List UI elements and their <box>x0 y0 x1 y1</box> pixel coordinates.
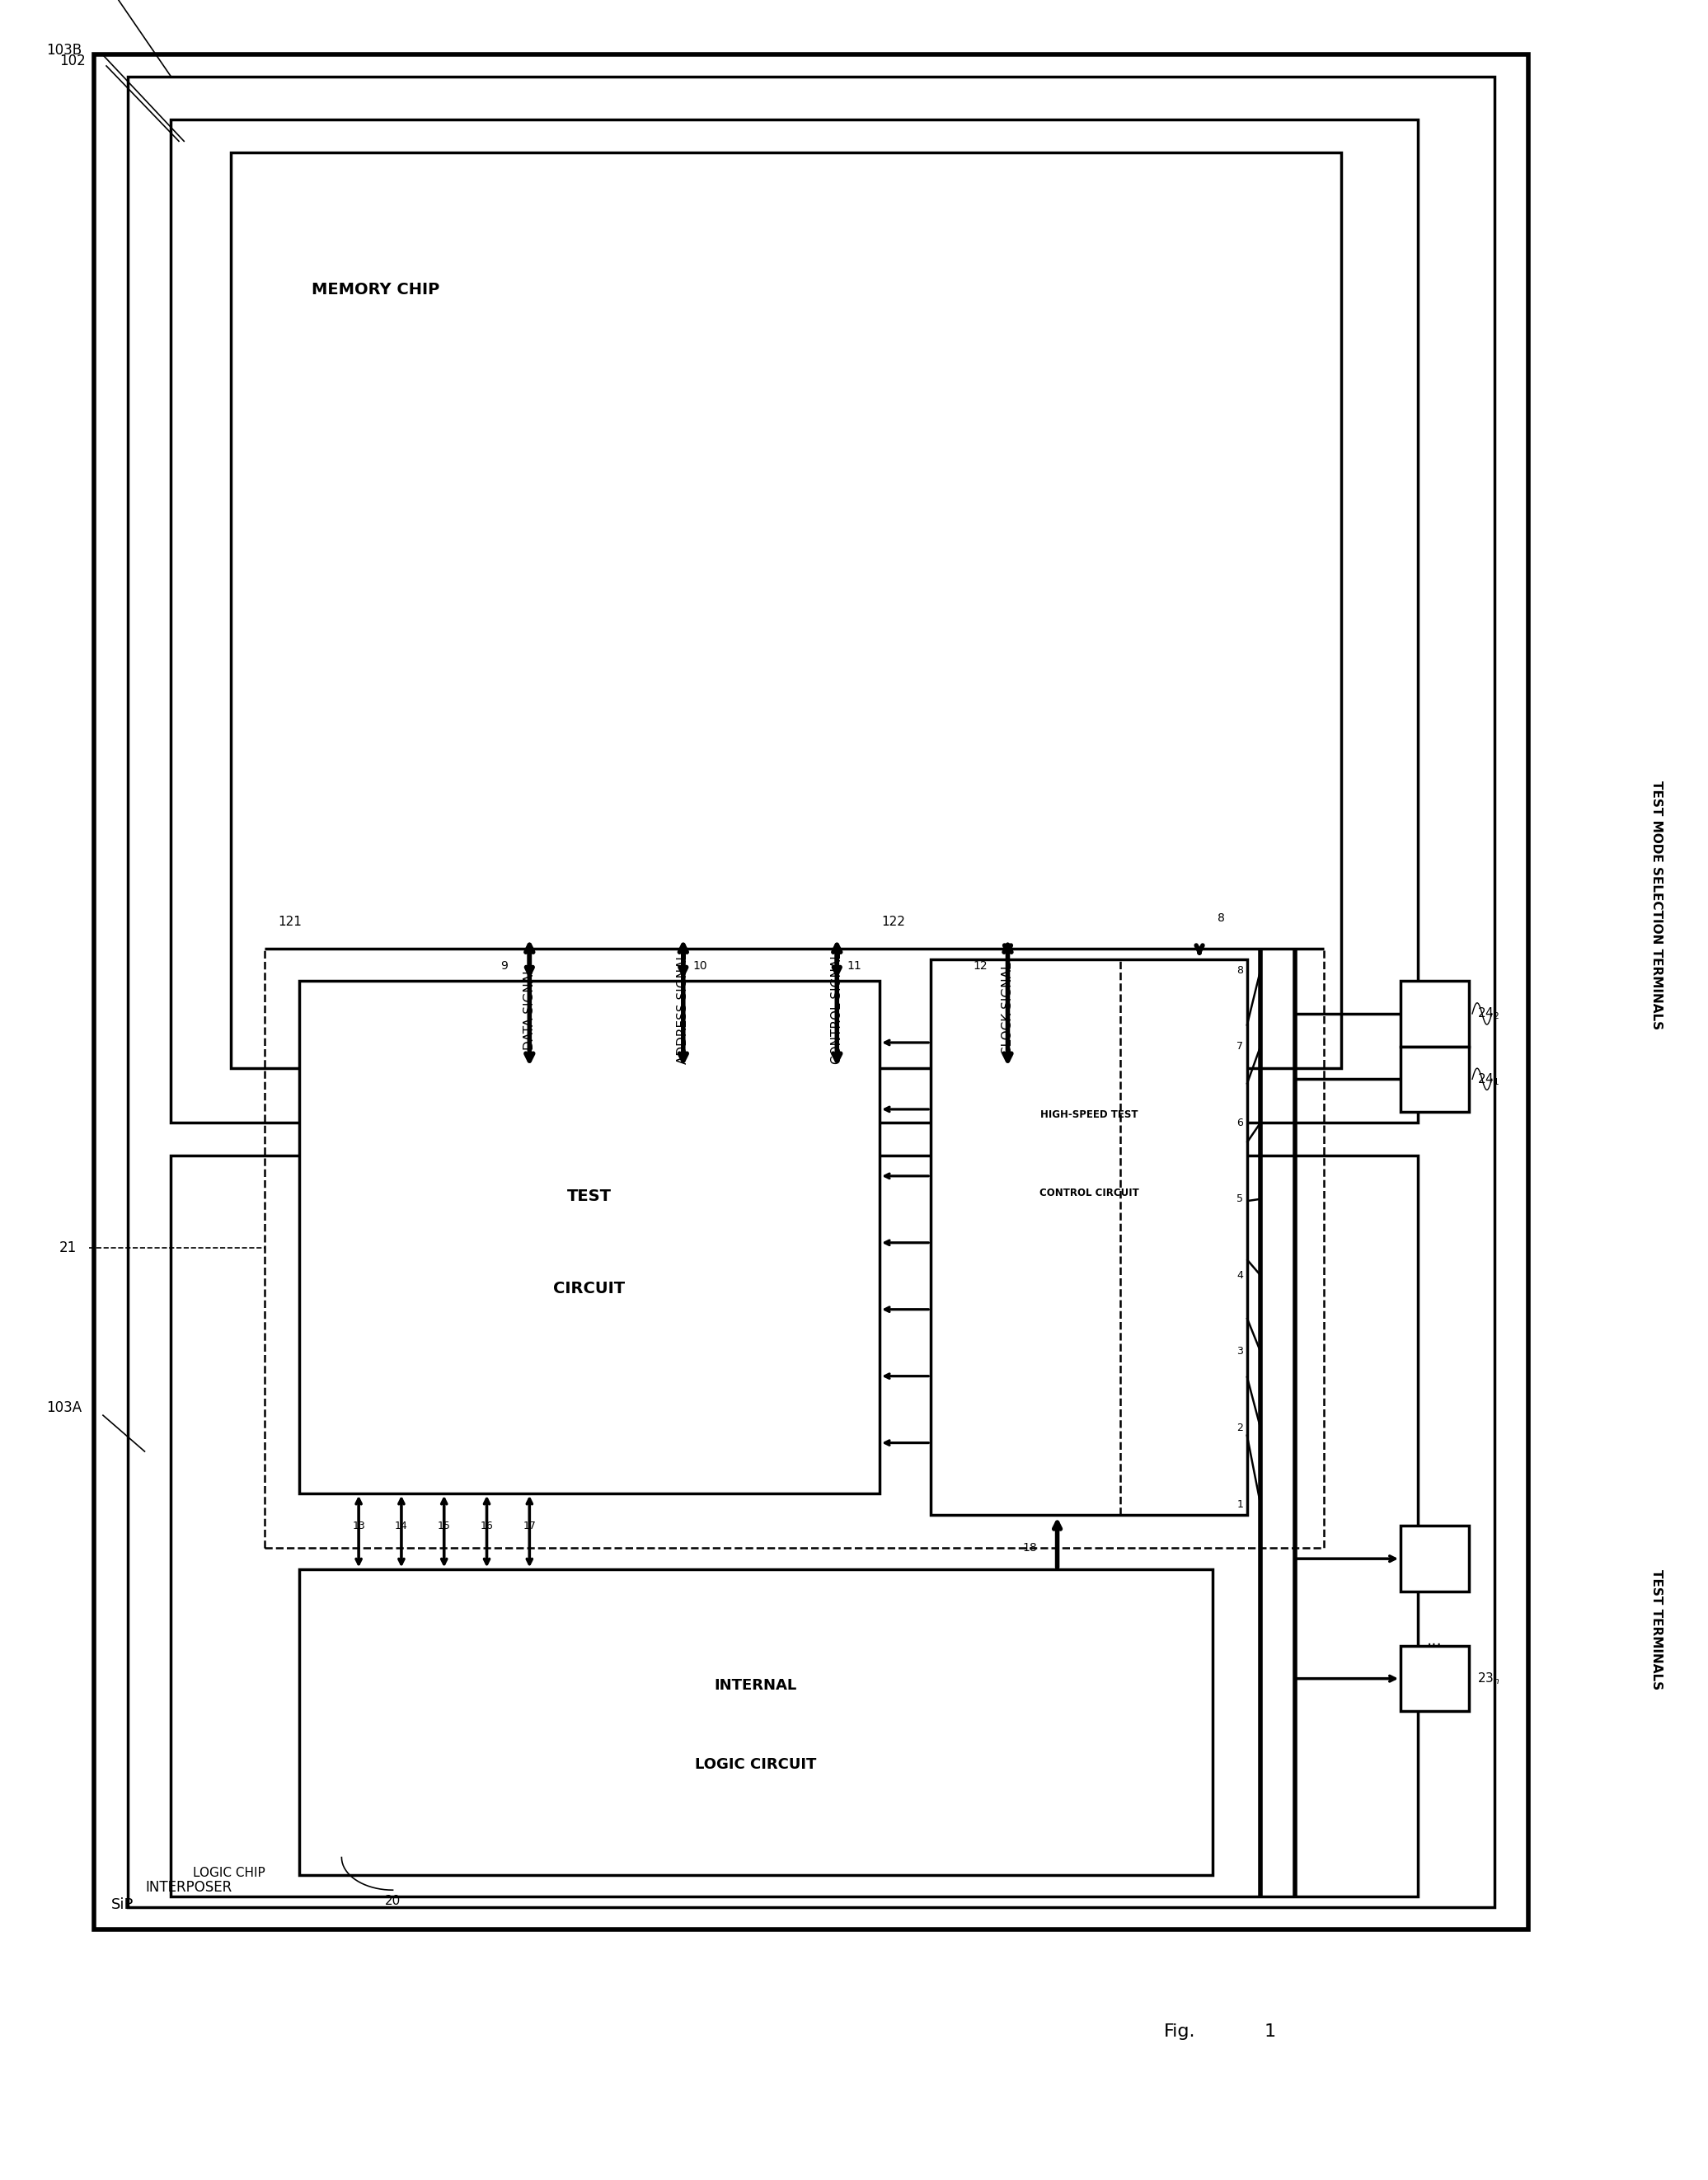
Text: CONTROL SIGNAL: CONTROL SIGNAL <box>830 953 844 1064</box>
Text: 10: 10 <box>693 959 707 972</box>
Text: 103A: 103A <box>46 1400 82 1415</box>
Text: 16: 16 <box>480 1522 494 1530</box>
Bar <box>299 1570 1213 1875</box>
Text: 9: 9 <box>500 959 507 972</box>
Bar <box>171 120 1418 1123</box>
Bar <box>1401 1646 1469 1711</box>
Text: 24$_2$: 24$_2$ <box>1477 1005 1500 1022</box>
Text: 7: 7 <box>1237 1042 1243 1051</box>
Text: 8: 8 <box>1218 911 1225 924</box>
Bar <box>1401 1526 1469 1591</box>
Text: 17: 17 <box>523 1522 536 1530</box>
Text: Fig.: Fig. <box>1163 2023 1196 2040</box>
Text: 14: 14 <box>395 1522 408 1530</box>
Text: 11: 11 <box>847 959 861 972</box>
Text: ADDRESS SIGNAL: ADDRESS SIGNAL <box>676 953 690 1064</box>
Text: 2: 2 <box>1237 1424 1243 1432</box>
Text: LOGIC CHIP: LOGIC CHIP <box>193 1866 265 1879</box>
Text: SiP: SiP <box>111 1897 133 1912</box>
Text: 15: 15 <box>437 1522 451 1530</box>
Text: 121: 121 <box>278 916 302 929</box>
Text: INTERPOSER: INTERPOSER <box>145 1879 232 1894</box>
Bar <box>931 959 1247 1515</box>
Bar <box>171 1155 1418 1897</box>
Bar <box>299 981 880 1493</box>
Bar <box>1401 1046 1469 1112</box>
Text: 20: 20 <box>384 1894 401 1908</box>
Text: CONTROL CIRCUIT: CONTROL CIRCUIT <box>1038 1188 1139 1199</box>
Text: 21: 21 <box>60 1240 77 1256</box>
Bar <box>128 76 1495 1907</box>
Text: CLOCK SIGNAL: CLOCK SIGNAL <box>1001 961 1015 1055</box>
Text: 103B: 103B <box>46 44 82 57</box>
Text: 13: 13 <box>352 1522 366 1530</box>
Text: 3: 3 <box>1237 1347 1243 1356</box>
Text: DATA SIGNAL: DATA SIGNAL <box>523 966 536 1051</box>
Text: 24$_1$: 24$_1$ <box>1477 1070 1500 1088</box>
Text: TEST MODE SELECTION TERMINALS: TEST MODE SELECTION TERMINALS <box>1650 780 1664 1029</box>
Text: TEST: TEST <box>567 1188 611 1203</box>
Text: 12: 12 <box>972 959 987 972</box>
Text: 6: 6 <box>1237 1118 1243 1127</box>
Text: HIGH-SPEED TEST: HIGH-SPEED TEST <box>1040 1110 1138 1121</box>
Text: 102: 102 <box>60 54 85 68</box>
Text: 5: 5 <box>1237 1195 1243 1203</box>
Text: LOGIC CIRCUIT: LOGIC CIRCUIT <box>695 1757 816 1772</box>
Text: 1: 1 <box>1237 1500 1243 1509</box>
Bar <box>94 54 1529 1929</box>
Text: TEST TERMINALS: TEST TERMINALS <box>1650 1570 1664 1690</box>
Bar <box>265 948 1324 1548</box>
Text: ...: ... <box>1426 1633 1443 1648</box>
Text: 122: 122 <box>881 916 905 929</box>
Bar <box>1401 981 1469 1046</box>
Text: CIRCUIT: CIRCUIT <box>553 1280 625 1297</box>
Text: 1: 1 <box>1264 2023 1276 2040</box>
Text: 23$_n$: 23$_n$ <box>1477 1670 1500 1687</box>
Text: 8: 8 <box>1237 966 1243 974</box>
Bar <box>231 153 1341 1068</box>
Text: 4: 4 <box>1237 1271 1243 1280</box>
Text: 18: 18 <box>1021 1541 1037 1554</box>
Text: INTERNAL: INTERNAL <box>714 1679 798 1694</box>
Text: MEMORY CHIP: MEMORY CHIP <box>313 281 439 299</box>
